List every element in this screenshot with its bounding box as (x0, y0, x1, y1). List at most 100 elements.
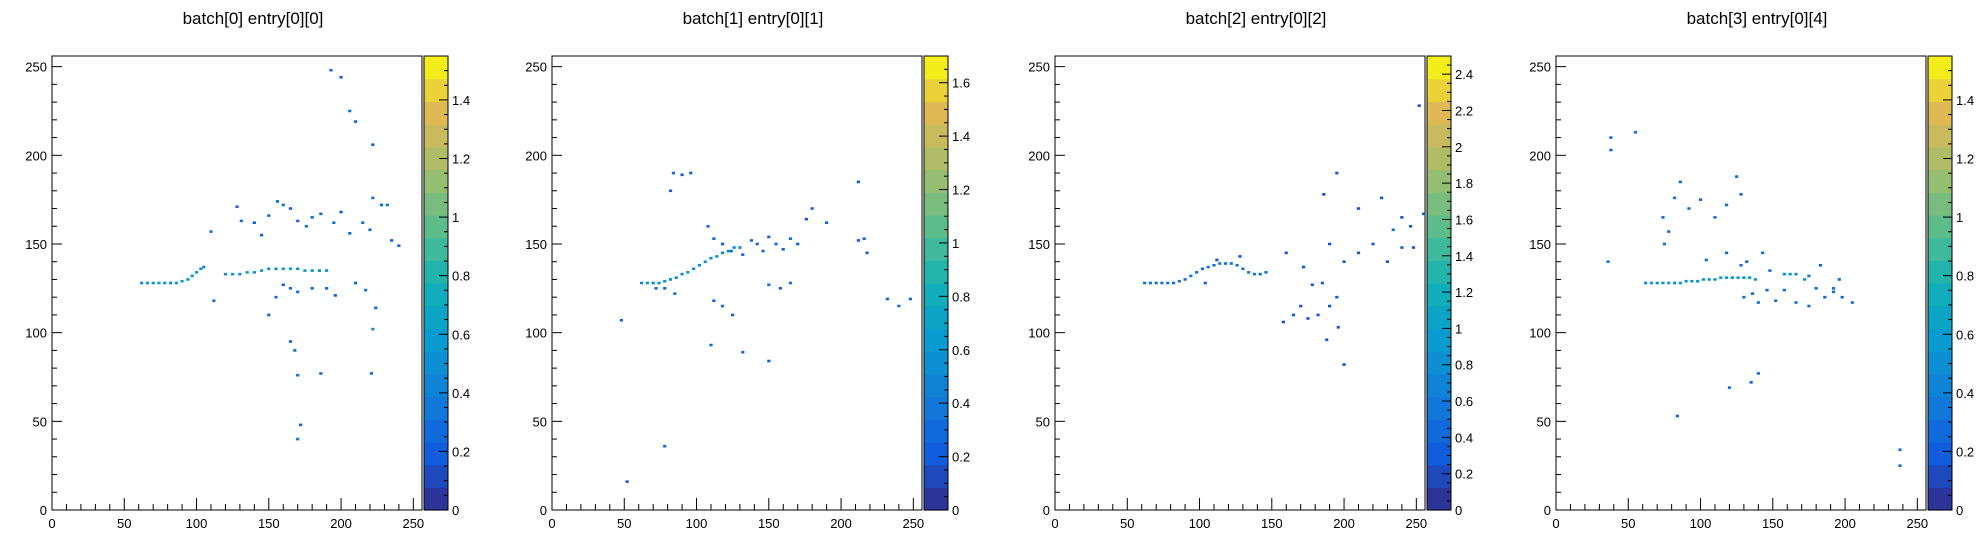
data-cell (668, 189, 673, 193)
data-cell (1335, 295, 1339, 299)
data-cell (709, 343, 713, 347)
data-cell (1739, 263, 1743, 267)
colorbar-band (424, 441, 448, 466)
y-tick-label: 50 (33, 414, 47, 429)
data-cell (325, 269, 329, 272)
data-cell (1606, 260, 1610, 264)
x-tick-label: 150 (1762, 516, 1784, 531)
colorbar-tick-label: 0.4 (1455, 430, 1473, 445)
colorbar-tick-label: 1 (1455, 321, 1462, 336)
data-cell (1672, 281, 1677, 285)
data-cell (689, 171, 693, 175)
data-cell (1229, 262, 1233, 265)
data-cell (720, 251, 725, 255)
data-cell (680, 272, 684, 276)
data-cell (1203, 281, 1207, 285)
data-cell (810, 207, 814, 210)
data-cell (706, 224, 710, 228)
x-tick-label: 50 (1120, 516, 1134, 531)
data-cell (267, 313, 271, 317)
y-tick-label: 0 (540, 503, 547, 518)
colorbar-tick-label: 1.2 (1455, 285, 1473, 300)
colorbar-band (424, 396, 448, 420)
data-cell (186, 278, 190, 281)
data-cell (231, 272, 235, 276)
y-tick-label: 200 (1028, 148, 1050, 163)
data-cell (1284, 251, 1288, 255)
data-cell (1756, 372, 1760, 375)
colorbar-band (1928, 464, 1952, 488)
data-cell (1756, 301, 1760, 304)
data-cell (1719, 276, 1723, 279)
data-cell (767, 283, 771, 287)
colorbar-band (424, 419, 448, 443)
data-cell (1898, 448, 1902, 452)
data-cell (1218, 262, 1222, 265)
data-cell (199, 267, 203, 271)
data-cell (720, 304, 725, 308)
data-cell (1831, 290, 1836, 294)
data-cell (1385, 260, 1390, 264)
colorbar-band (1928, 237, 1952, 261)
data-cell (1724, 251, 1729, 255)
chart-panel-0: batch[0] entry[0][0]0 50 100 150 200 25005010… (25, 9, 470, 531)
data-cell (645, 281, 649, 285)
data-cell (1735, 175, 1739, 178)
data-cell (259, 233, 264, 237)
data-cell (296, 267, 300, 271)
data-cell (274, 267, 278, 271)
data-cell (796, 242, 800, 246)
y-tick-label: 50 (533, 414, 547, 429)
data-cell (168, 281, 173, 285)
colorbar-band (424, 373, 448, 398)
data-cell (1301, 265, 1306, 269)
data-cell (1823, 295, 1827, 299)
colorbar-band (424, 351, 448, 375)
colorbar-band (924, 396, 948, 420)
colorbar-band (924, 487, 948, 511)
colorbar-band (1928, 419, 1952, 443)
colorbar-tick-label: 0.2 (452, 444, 470, 459)
colorbar-frame (1927, 55, 1953, 511)
colorbar-tick-label: 1.6 (952, 76, 970, 91)
data-cell (288, 267, 293, 271)
colorbar-band (1427, 260, 1451, 284)
data-cell (720, 242, 725, 246)
colorbar-band (1427, 78, 1451, 102)
data-cell (1408, 224, 1413, 228)
y-tick-label: 250 (1529, 60, 1551, 75)
data-cell (668, 278, 673, 281)
data-cell (1684, 279, 1688, 283)
data-cell (1850, 301, 1854, 304)
data-cell (1195, 271, 1199, 274)
x-tick-label: 100 (1690, 516, 1712, 531)
data-cell (319, 212, 323, 216)
colorbar-tick-label: 1 (952, 236, 959, 251)
x-tick-label: 100 (186, 516, 208, 531)
data-cell (726, 249, 730, 253)
colorbar-tick-label: 0.8 (1956, 269, 1974, 284)
data-cell (788, 281, 793, 285)
colorbar-tick-label: 0.4 (952, 396, 970, 411)
data-cell (715, 255, 719, 258)
colorbar-tick-label: 0.6 (952, 343, 970, 358)
data-cell (212, 299, 216, 303)
data-cell (657, 281, 661, 285)
data-cell (353, 120, 358, 123)
colorbar-band (1427, 305, 1451, 329)
data-cell (317, 269, 321, 272)
colorbar-band (424, 101, 448, 125)
chart-title: batch[2] entry[0][2] (1186, 9, 1327, 28)
data-cell (140, 281, 144, 285)
data-cell (202, 265, 206, 269)
data-cell (731, 313, 735, 317)
data-cell (353, 281, 358, 285)
colorbar-band (1928, 101, 1952, 125)
data-cell (729, 249, 733, 253)
colorbar-tick-label: 1.2 (952, 183, 970, 198)
y-tick-label: 0 (1043, 503, 1050, 518)
data-cell (209, 230, 213, 233)
data-cell (1661, 216, 1665, 219)
colorbar-band (1928, 124, 1952, 148)
